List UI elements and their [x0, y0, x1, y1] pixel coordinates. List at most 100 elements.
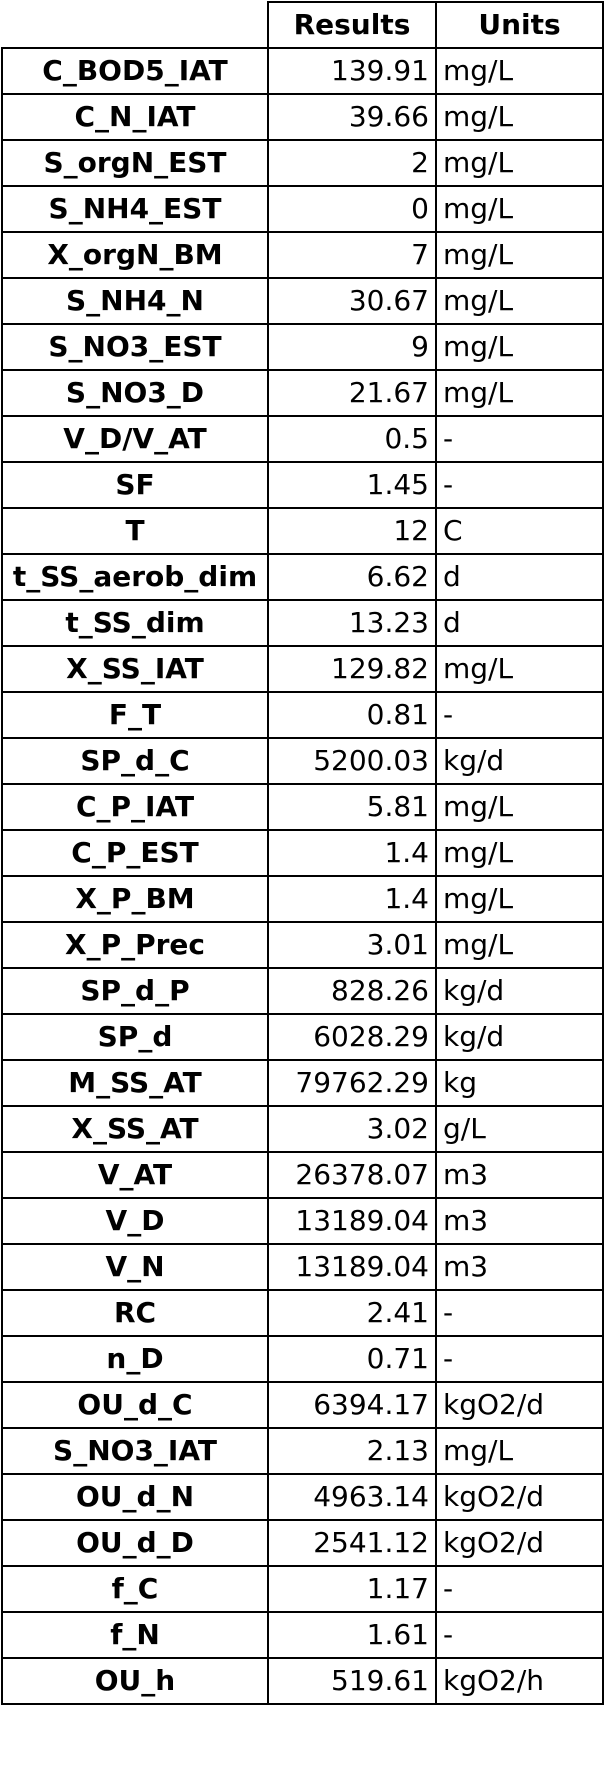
- row-name-cell: OU_d_N: [1, 1473, 269, 1521]
- table-row: M_SS_AT 79762.29 kg: [1, 1059, 604, 1107]
- row-value-cell: 13.23: [267, 599, 437, 647]
- row-name-cell: SP_d_C: [1, 737, 269, 785]
- row-unit-cell: kgO2/d: [435, 1381, 604, 1429]
- row-name-cell: C_N_IAT: [1, 93, 269, 141]
- row-unit-cell: mg/L: [435, 93, 604, 141]
- row-value-cell: 7: [267, 231, 437, 279]
- row-name-cell: C_P_IAT: [1, 783, 269, 831]
- row-unit-cell: m3: [435, 1243, 604, 1291]
- header-units: Units: [435, 1, 604, 49]
- row-unit-cell: kg/d: [435, 967, 604, 1015]
- table-row: SP_d_P 828.26 kg/d: [1, 967, 604, 1015]
- row-unit-cell: mg/L: [435, 323, 604, 371]
- row-unit-cell: mg/L: [435, 369, 604, 417]
- row-value-cell: 13189.04: [267, 1197, 437, 1245]
- table-row: S_orgN_EST 2 mg/L: [1, 139, 604, 187]
- table-row: X_SS_IAT 129.82 mg/L: [1, 645, 604, 693]
- row-unit-cell: mg/L: [435, 231, 604, 279]
- row-unit-cell: mg/L: [435, 645, 604, 693]
- row-unit-cell: kgO2/d: [435, 1519, 604, 1567]
- row-name-cell: OU_h: [1, 1657, 269, 1705]
- row-value-cell: 1.61: [267, 1611, 437, 1659]
- table-row: f_C 1.17-: [1, 1565, 604, 1613]
- row-value-cell: 79762.29: [267, 1059, 437, 1107]
- row-unit-cell: -: [435, 415, 604, 463]
- row-name-cell: M_SS_AT: [1, 1059, 269, 1107]
- row-value-cell: 1.4: [267, 829, 437, 877]
- row-value-cell: 129.82: [267, 645, 437, 693]
- row-name-cell: X_SS_AT: [1, 1105, 269, 1153]
- table-row: S_NO3_EST 9 mg/L: [1, 323, 604, 371]
- table-row: SP_d_C 5200.03 kg/d: [1, 737, 604, 785]
- table-row: RC 2.41-: [1, 1289, 604, 1337]
- row-unit-cell: mg/L: [435, 47, 604, 95]
- row-name-cell: n_D: [1, 1335, 269, 1383]
- row-name-cell: C_P_EST: [1, 829, 269, 877]
- row-value-cell: 30.67: [267, 277, 437, 325]
- row-name-cell: OU_d_D: [1, 1519, 269, 1567]
- row-name-cell: S_NO3_IAT: [1, 1427, 269, 1475]
- row-value-cell: 2: [267, 139, 437, 187]
- row-unit-cell: mg/L: [435, 783, 604, 831]
- row-unit-cell: -: [435, 1611, 604, 1659]
- table-row: X_P_Prec 3.01 mg/L: [1, 921, 604, 969]
- results-table: Results Units C_BOD5_IAT 139.91 mg/L C_N_IA…: [1, 1, 604, 1705]
- row-name-cell: V_AT: [1, 1151, 269, 1199]
- row-name-cell: f_C: [1, 1565, 269, 1613]
- row-unit-cell: d: [435, 553, 604, 601]
- row-unit-cell: -: [435, 461, 604, 509]
- row-unit-cell: m3: [435, 1151, 604, 1199]
- row-name-cell: OU_d_C: [1, 1381, 269, 1429]
- row-name-cell: V_D/V_AT: [1, 415, 269, 463]
- row-name-cell: S_NO3_D: [1, 369, 269, 417]
- row-value-cell: 0: [267, 185, 437, 233]
- table-row: S_NO3_D 21.67 mg/L: [1, 369, 604, 417]
- table-row: SF 1.45-: [1, 461, 604, 509]
- row-value-cell: 13189.04: [267, 1243, 437, 1291]
- row-name-cell: S_NH4_EST: [1, 185, 269, 233]
- table-row: SP_d 6028.29 kg/d: [1, 1013, 604, 1061]
- row-value-cell: 1.4: [267, 875, 437, 923]
- row-name-cell: C_BOD5_IAT: [1, 47, 269, 95]
- row-value-cell: 519.61: [267, 1657, 437, 1705]
- row-name-cell: S_NH4_N: [1, 277, 269, 325]
- row-value-cell: 12: [267, 507, 437, 555]
- table-row: V_AT 26378.07 m3: [1, 1151, 604, 1199]
- row-unit-cell: mg/L: [435, 875, 604, 923]
- row-value-cell: 3.02: [267, 1105, 437, 1153]
- header-results: Results: [267, 1, 437, 49]
- table-row: f_N 1.61-: [1, 1611, 604, 1659]
- table-row: C_BOD5_IAT 139.91 mg/L: [1, 47, 604, 95]
- row-name-cell: S_orgN_EST: [1, 139, 269, 187]
- table-row: S_NH4_EST 0 mg/L: [1, 185, 604, 233]
- row-unit-cell: mg/L: [435, 185, 604, 233]
- row-unit-cell: mg/L: [435, 1427, 604, 1475]
- header-row: Results Units: [2, 1, 604, 49]
- row-name-cell: X_SS_IAT: [1, 645, 269, 693]
- row-value-cell: 26378.07: [267, 1151, 437, 1199]
- table-row: C_N_IAT 39.66 mg/L: [1, 93, 604, 141]
- header-corner-cell: [2, 2, 269, 49]
- table-row: X_P_BM 1.4 mg/L: [1, 875, 604, 923]
- row-unit-cell: kgO2/d: [435, 1473, 604, 1521]
- table-row: t_SS_dim 13.23 d: [1, 599, 604, 647]
- table-row: V_D/V_AT 0.5-: [1, 415, 604, 463]
- table-row: X_SS_AT 3.02 g/L: [1, 1105, 604, 1153]
- row-name-cell: SF: [1, 461, 269, 509]
- row-value-cell: 39.66: [267, 93, 437, 141]
- row-unit-cell: -: [435, 1335, 604, 1383]
- row-unit-cell: kg/d: [435, 737, 604, 785]
- row-value-cell: 6028.29: [267, 1013, 437, 1061]
- row-unit-cell: -: [435, 1565, 604, 1613]
- row-name-cell: SP_d_P: [1, 967, 269, 1015]
- table-row: S_NO3_IAT 2.13 mg/L: [1, 1427, 604, 1475]
- row-name-cell: V_D: [1, 1197, 269, 1245]
- row-value-cell: 9: [267, 323, 437, 371]
- row-value-cell: 0.81: [267, 691, 437, 739]
- row-unit-cell: g/L: [435, 1105, 604, 1153]
- row-value-cell: 5200.03: [267, 737, 437, 785]
- row-unit-cell: mg/L: [435, 921, 604, 969]
- table-row: t_SS_aerob_dim 6.62 d: [1, 553, 604, 601]
- table-row: F_T 0.81-: [1, 691, 604, 739]
- table-row: n_D 0.71-: [1, 1335, 604, 1383]
